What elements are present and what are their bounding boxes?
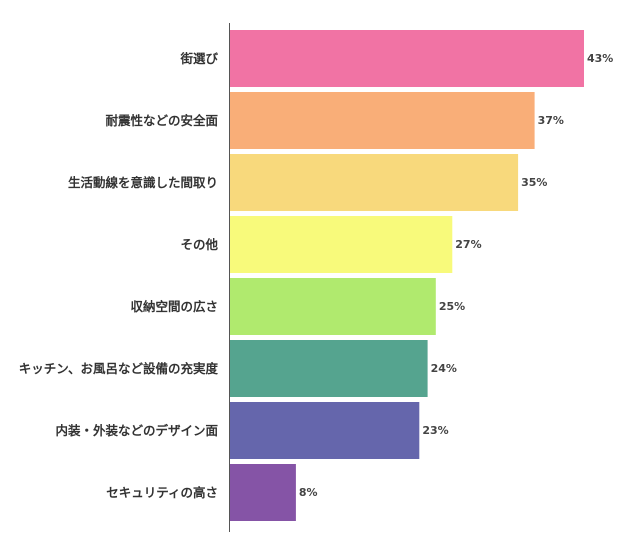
bar-6 (230, 340, 428, 397)
value-label-5: 25% (439, 300, 465, 313)
category-label-5: 収納空間の広さ (130, 299, 218, 314)
bar-5 (230, 278, 436, 335)
category-labels-group: 街選び耐震性などの安全面生活動線を意識した間取りその他収納空間の広さキッチン、お… (19, 51, 219, 500)
value-label-6: 24% (431, 362, 457, 375)
bar-8 (230, 464, 296, 521)
value-label-3: 35% (521, 176, 547, 189)
category-label-7: 内装・外装などのデザイン面 (55, 423, 218, 438)
value-label-4: 27% (455, 238, 481, 251)
category-label-2: 耐震性などの安全面 (105, 113, 218, 128)
bar-2 (230, 92, 535, 149)
value-label-8: 8% (299, 486, 318, 499)
value-label-2: 37% (538, 114, 564, 127)
bar-1 (230, 30, 584, 87)
value-label-7: 23% (422, 424, 448, 437)
bar-4 (230, 216, 453, 273)
category-label-3: 生活動線を意識した間取り (68, 175, 218, 190)
bar-7 (230, 402, 420, 459)
category-label-8: セキュリティの高さ (106, 485, 218, 500)
category-label-1: 街選び (179, 51, 218, 66)
bars-group (230, 30, 584, 521)
category-label-6: キッチン、お風呂など設備の充実度 (19, 361, 219, 376)
bar-3 (230, 154, 519, 211)
value-label-1: 43% (587, 52, 613, 65)
value-labels-group: 43% 37% 35% 27% 25% 24% 23% 8% (299, 52, 613, 499)
category-label-4: その他 (180, 237, 218, 252)
